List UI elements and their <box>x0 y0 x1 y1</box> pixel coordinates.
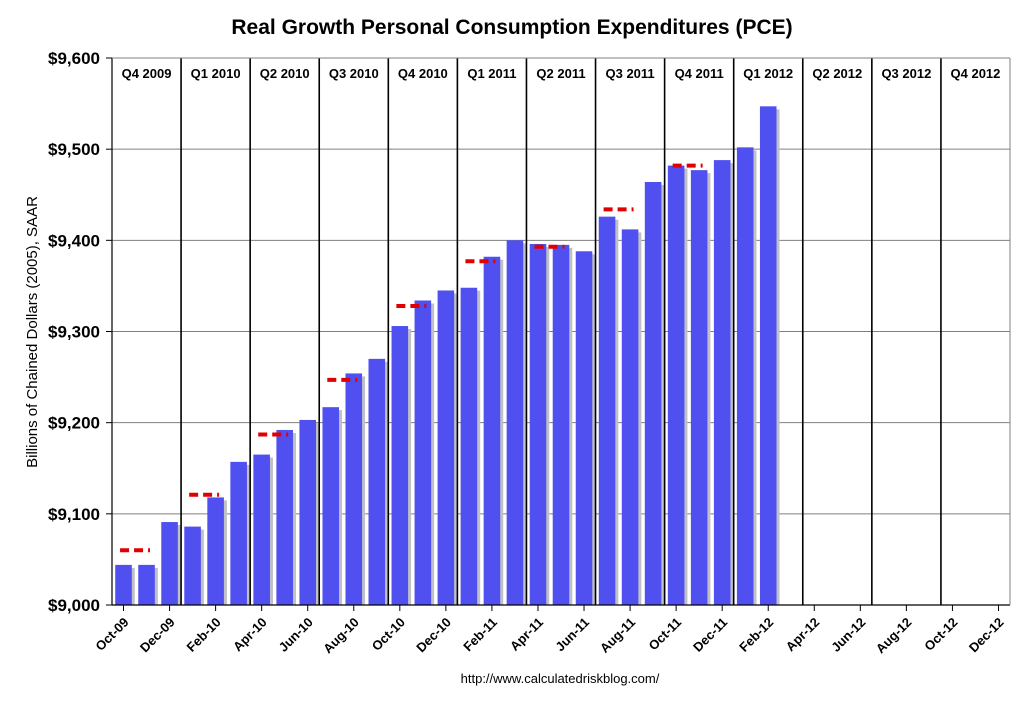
y-tick-label: $9,100 <box>48 505 100 524</box>
quarter-label: Q2 2012 <box>812 66 862 81</box>
source-url: http://www.calculatedriskblog.com/ <box>461 671 660 686</box>
y-tick-label: $9,000 <box>48 596 100 615</box>
bar <box>621 229 639 606</box>
bar <box>184 526 201 605</box>
bar <box>506 240 524 606</box>
bar <box>552 244 570 605</box>
bar <box>299 419 317 605</box>
bar <box>529 243 547 606</box>
quarter-label: Q4 2011 <box>675 66 724 81</box>
y-tick-label: $9,300 <box>48 323 100 342</box>
bars <box>115 106 780 606</box>
quarter-label: Q1 2010 <box>191 66 241 81</box>
bar <box>736 147 754 606</box>
chart-title: Real Growth Personal Consumption Expendi… <box>231 16 792 39</box>
bar <box>598 216 616 605</box>
y-tick-label: $9,500 <box>48 140 100 159</box>
quarter-label: Q4 2009 <box>122 66 172 81</box>
bar <box>460 287 478 605</box>
bar <box>161 522 178 605</box>
quarter-label: Q1 2011 <box>467 66 516 81</box>
bar <box>690 170 708 605</box>
quarter-label: Q3 2012 <box>881 66 931 81</box>
y-tick-label: $9,400 <box>48 231 100 250</box>
bar <box>207 497 224 605</box>
bar <box>230 461 247 605</box>
bar <box>713 160 731 605</box>
bar <box>276 429 293 605</box>
quarter-label: Q2 2011 <box>536 66 585 81</box>
bar <box>322 407 340 605</box>
quarter-label: Q3 2010 <box>329 66 379 81</box>
bar <box>414 300 432 605</box>
bar <box>368 358 386 605</box>
bar <box>437 290 455 605</box>
bar <box>644 181 662 605</box>
quarter-dividers: Q4 2009 Q1 2010 Q2 2010 Q3 2010 Q4 2010 Q1 20… <box>122 58 1001 605</box>
quarter-label: Q4 2012 <box>951 66 1001 81</box>
quarter-label: Q1 2012 <box>743 66 793 81</box>
bar <box>667 165 685 605</box>
bar <box>345 373 363 605</box>
y-tick-label: $9,200 <box>48 414 100 433</box>
quarter-averages <box>120 163 703 553</box>
bar <box>391 326 409 605</box>
bar <box>115 564 132 605</box>
quarter-label: Q4 2010 <box>398 66 448 81</box>
quarter-label: Q3 2011 <box>605 66 654 81</box>
bar <box>253 454 270 605</box>
bar <box>483 256 501 605</box>
y-axis-label: Billions of Chained Dollars (2005), SAAR <box>24 196 41 468</box>
y-tick-label: $9,600 <box>48 49 100 68</box>
bar <box>759 106 777 606</box>
bar <box>138 564 155 605</box>
quarter-label: Q2 2010 <box>260 66 310 81</box>
bar <box>575 251 593 606</box>
